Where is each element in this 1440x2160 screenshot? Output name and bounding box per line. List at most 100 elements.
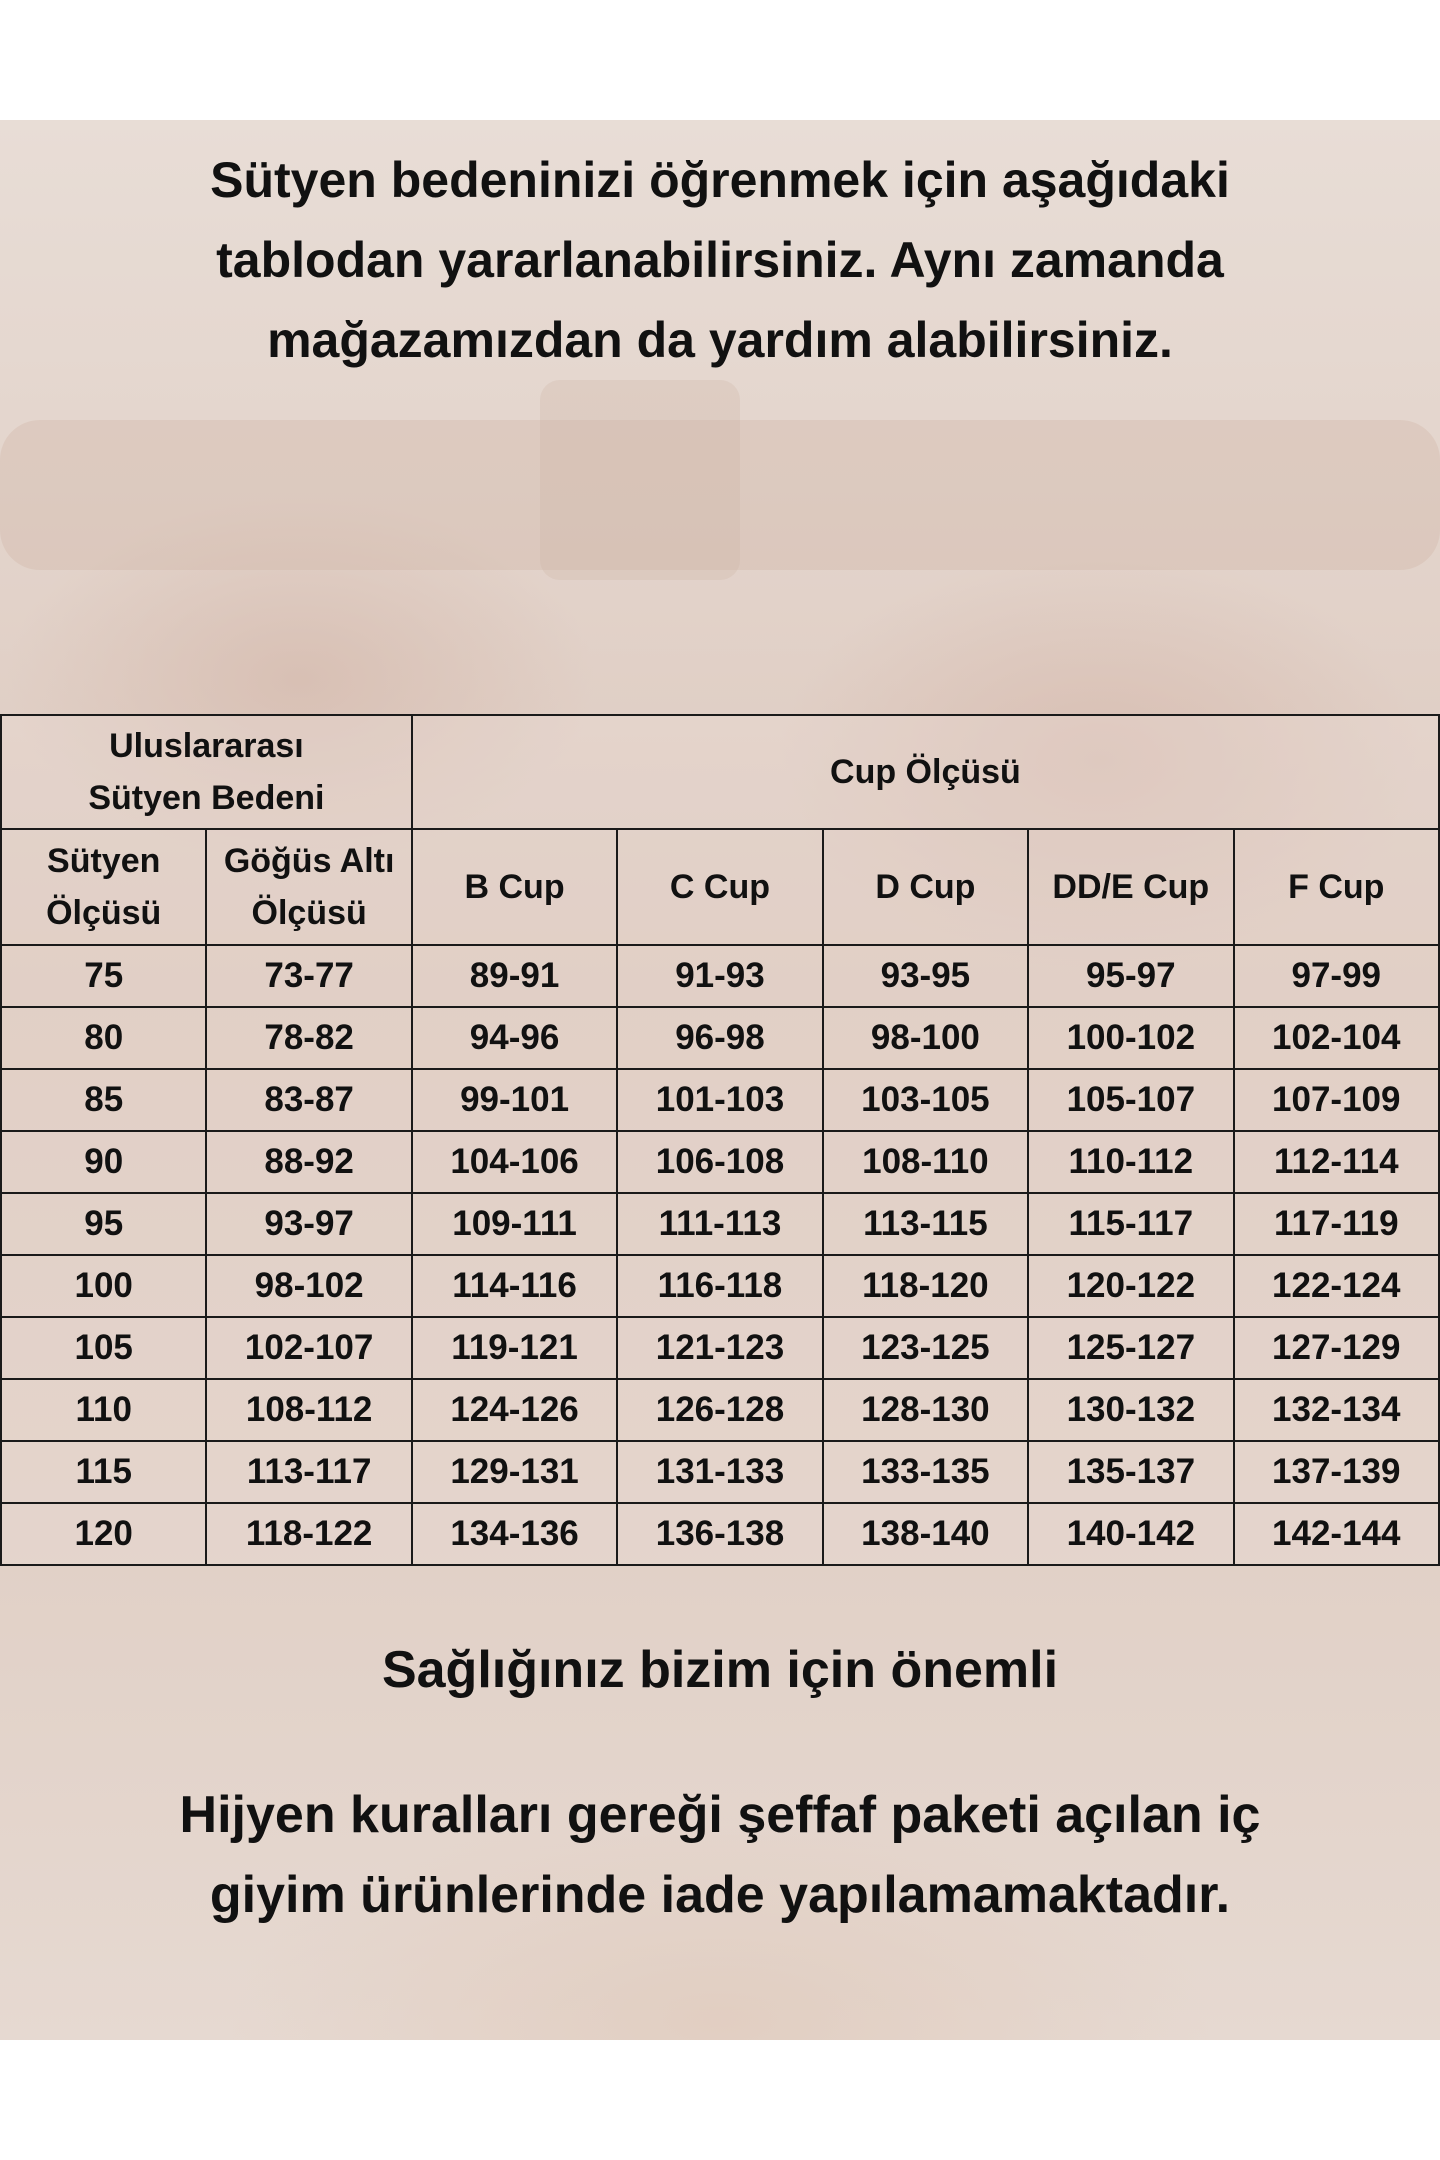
table-cell: 135-137	[1027, 1440, 1235, 1504]
table-cell: 98-100	[821, 1006, 1030, 1070]
table-cell: 129-131	[410, 1440, 619, 1504]
table-cell: 137-139	[1232, 1440, 1440, 1504]
table-cell: 88-92	[205, 1130, 413, 1194]
table-cell: 94-96	[410, 1006, 619, 1070]
table-cell: 138-140	[821, 1502, 1030, 1566]
table-cell: 96-98	[616, 1006, 824, 1070]
table-cell: 91-93	[616, 944, 824, 1008]
header-line: C Cup	[669, 868, 771, 906]
headline-line: Sütyen bedeninizi öğrenmek için aşağıdak…	[210, 152, 1230, 208]
table-row: 115 113-117 129-131 131-133 133-135 135-137 13…	[0, 1440, 1440, 1504]
hygiene-notice: Hijyen kuralları gereği şeffaf paketi aç…	[0, 1775, 1440, 1935]
size-chart-table: Uluslararası Sütyen Bedeni Cup Ölçüsü Sü…	[0, 714, 1440, 1566]
table-cell: 106-108	[616, 1130, 824, 1194]
column-header: B Cup	[410, 828, 619, 946]
table-cell: 128-130	[821, 1378, 1030, 1442]
table-row: 95 93-97 109-111 111-113 113-115 115-117 117-1…	[0, 1192, 1440, 1256]
header-line: DD/E Cup	[1052, 868, 1210, 906]
table-cell: 95	[0, 1192, 208, 1256]
header-line: Ölçüsü	[46, 894, 162, 932]
table-cell: 95-97	[1027, 944, 1235, 1008]
table-cell: 104-106	[410, 1130, 619, 1194]
header-line: Uluslararası	[109, 727, 304, 765]
cup-size-header: Cup Ölçüsü	[410, 714, 1440, 830]
table-cell: 105-107	[1027, 1068, 1235, 1132]
table-cell: 108-110	[821, 1130, 1030, 1194]
table-row: 75 73-77 89-91 91-93 93-95 95-97 97-99	[0, 944, 1440, 1008]
table-cell: 73-77	[205, 944, 413, 1008]
table-cell: 83-87	[205, 1068, 413, 1132]
table-cell: 134-136	[410, 1502, 619, 1566]
notice-line: Hijyen kuralları gereği şeffaf paketi aç…	[179, 1786, 1261, 1844]
table-cell: 116-118	[616, 1254, 824, 1318]
table-cell: 93-95	[821, 944, 1030, 1008]
table-cell: 103-105	[821, 1068, 1030, 1132]
table-cell: 131-133	[616, 1440, 824, 1504]
table-cell: 78-82	[205, 1006, 413, 1070]
table-cell: 136-138	[616, 1502, 824, 1566]
table-cell: 100-102	[1027, 1006, 1235, 1070]
table-row: 80 78-82 94-96 96-98 98-100 100-102 102-104	[0, 1006, 1440, 1070]
table-cell: 118-122	[205, 1502, 413, 1566]
table-cell: 113-117	[205, 1440, 413, 1504]
group-header-row: Uluslararası Sütyen Bedeni Cup Ölçüsü	[0, 714, 1440, 830]
table-cell: 100	[0, 1254, 208, 1318]
table-cell: 102-107	[205, 1316, 413, 1380]
table-cell: 109-111	[410, 1192, 619, 1256]
table-cell: 112-114	[1232, 1130, 1440, 1194]
table-cell: 111-113	[616, 1192, 824, 1256]
table-row: 85 83-87 99-101 101-103 103-105 105-107 107-10…	[0, 1068, 1440, 1132]
column-header: F Cup	[1232, 828, 1440, 946]
headline-line: tablodan yararlanabilirsiniz. Aynı zaman…	[216, 232, 1224, 288]
table-cell: 90	[0, 1130, 208, 1194]
table-cell: 127-129	[1232, 1316, 1440, 1380]
international-size-header: Uluslararası Sütyen Bedeni	[0, 714, 413, 830]
table-cell: 85	[0, 1068, 208, 1132]
table-cell: 122-124	[1232, 1254, 1440, 1318]
table-cell: 120	[0, 1502, 208, 1566]
table-cell: 93-97	[205, 1192, 413, 1256]
table-cell: 110-112	[1027, 1130, 1235, 1194]
table-cell: 121-123	[616, 1316, 824, 1380]
table-cell: 105	[0, 1316, 208, 1380]
table-cell: 115-117	[1027, 1192, 1235, 1256]
table-cell: 130-132	[1027, 1378, 1235, 1442]
table-cell: 98-102	[205, 1254, 413, 1318]
table-cell: 102-104	[1232, 1006, 1440, 1070]
table-cell: 120-122	[1027, 1254, 1235, 1318]
footer-title: Sağlığınız bizim için önemli	[381, 1641, 1059, 1699]
table-cell: 115	[0, 1440, 208, 1504]
header-line: Ölçüsü	[251, 894, 367, 932]
column-header: DD/E Cup	[1027, 828, 1235, 946]
header-line: F Cup	[1288, 868, 1385, 906]
table-cell: 142-144	[1232, 1502, 1440, 1566]
column-header-row: Sütyen Ölçüsü Göğüs Altı Ölçüsü B Cup C Cup D …	[0, 828, 1440, 946]
table-cell: 140-142	[1027, 1502, 1235, 1566]
headline: Sütyen bedeninizi öğrenmek için aşağıdak…	[0, 140, 1440, 380]
table-cell: 108-112	[205, 1378, 413, 1442]
table-cell: 124-126	[410, 1378, 619, 1442]
table-row: 110 108-112 124-126 126-128 128-130 130-132 13…	[0, 1378, 1440, 1442]
column-header: D Cup	[821, 828, 1030, 946]
table-cell: 107-109	[1232, 1068, 1440, 1132]
table-row: 90 88-92 104-106 106-108 108-110 110-112 112-1…	[0, 1130, 1440, 1194]
bra-hook	[540, 380, 740, 580]
table-cell: 133-135	[821, 1440, 1030, 1504]
table-cell: 99-101	[410, 1068, 619, 1132]
table-cell: 89-91	[410, 944, 619, 1008]
table-row: 100 98-102 114-116 116-118 118-120 120-122 122…	[0, 1254, 1440, 1318]
table-cell: 123-125	[821, 1316, 1030, 1380]
header-line: D Cup	[875, 868, 976, 906]
bra-band	[0, 420, 1440, 570]
table-cell: 119-121	[410, 1316, 619, 1380]
table-cell: 97-99	[1232, 944, 1440, 1008]
table-row: 105 102-107 119-121 121-123 123-125 125-127 12…	[0, 1316, 1440, 1380]
column-header: Göğüs Altı Ölçüsü	[205, 828, 413, 946]
table-cell: 75	[0, 944, 208, 1008]
table-cell: 114-116	[410, 1254, 619, 1318]
table-cell: 101-103	[616, 1068, 824, 1132]
column-header: C Cup	[616, 828, 824, 946]
table-cell: 126-128	[616, 1378, 824, 1442]
table-row: 120 118-122 134-136 136-138 138-140 140-142 14…	[0, 1502, 1440, 1566]
header-line: Sütyen Bedeni	[88, 779, 325, 817]
